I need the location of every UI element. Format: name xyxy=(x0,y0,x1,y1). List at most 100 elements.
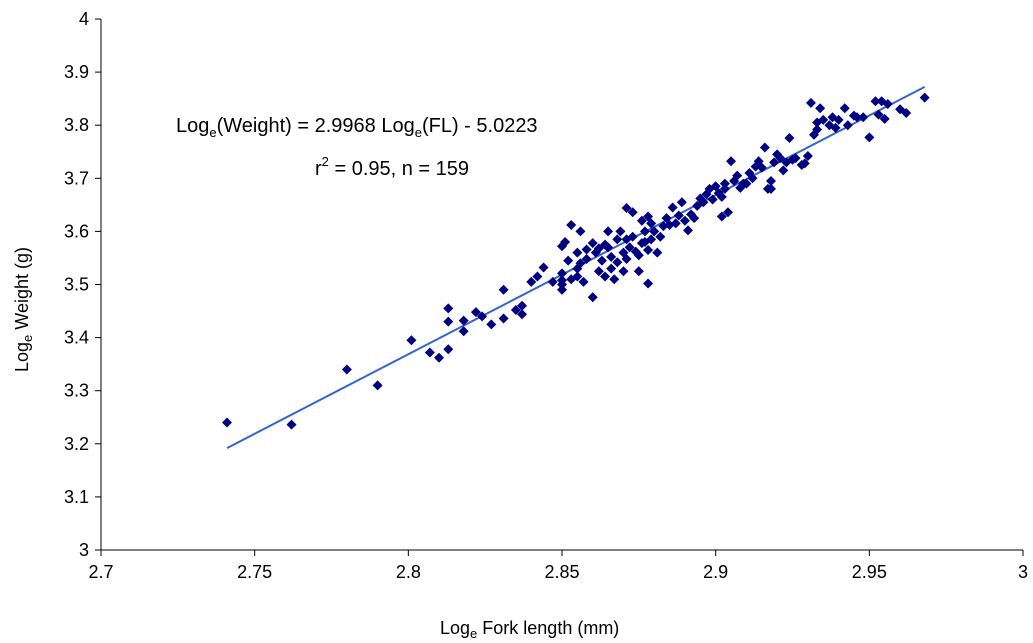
data-point xyxy=(557,268,567,279)
data-point xyxy=(658,221,669,232)
data-point xyxy=(517,309,528,320)
x-tick-label: 2.95 xyxy=(852,562,887,582)
y-tick-label: 3.7 xyxy=(64,168,89,188)
data-point xyxy=(606,251,617,262)
data-point xyxy=(498,313,509,324)
data-point xyxy=(627,231,638,242)
data-point xyxy=(799,158,810,169)
data-point xyxy=(790,153,801,164)
data-point xyxy=(639,226,650,237)
data-point xyxy=(716,211,727,222)
y-tick-label: 4 xyxy=(79,9,89,29)
data-point xyxy=(587,292,598,303)
data-point xyxy=(615,226,626,237)
data-point xyxy=(606,263,617,274)
axes xyxy=(95,18,1024,556)
data-point xyxy=(655,231,666,242)
data-point xyxy=(222,417,233,428)
r-squared-annotation: r2 = 0.95, n = 159 xyxy=(315,154,469,180)
data-point xyxy=(486,319,497,330)
data-point xyxy=(707,194,718,205)
y-tick-label: 3 xyxy=(79,540,89,560)
data-point xyxy=(756,162,767,173)
data-point xyxy=(812,124,823,135)
data-point xyxy=(815,103,826,114)
regression-equation: Loge(Weight) = 2.9968 Loge(FL) - 5.0223 xyxy=(176,115,538,140)
data-point xyxy=(600,271,611,282)
data-point xyxy=(593,266,604,277)
data-point xyxy=(769,157,780,168)
data-point xyxy=(864,132,875,143)
data-point xyxy=(286,419,297,430)
data-point xyxy=(802,150,813,161)
data-point xyxy=(830,122,841,133)
data-point xyxy=(618,266,629,277)
data-point xyxy=(612,234,623,245)
data-point xyxy=(805,97,816,108)
data-point xyxy=(341,364,352,375)
data-point xyxy=(578,276,589,287)
data-point xyxy=(572,247,583,258)
data-point xyxy=(759,142,770,153)
data-point xyxy=(458,326,469,337)
data-point xyxy=(424,347,435,358)
data-point xyxy=(372,380,383,391)
x-tick-label: 2.9 xyxy=(703,562,728,582)
y-tick-label: 3.3 xyxy=(64,381,89,401)
y-tick-label: 3.2 xyxy=(64,434,89,454)
data-point xyxy=(679,215,690,226)
data-point xyxy=(667,202,678,213)
data-point xyxy=(652,247,663,258)
data-point xyxy=(833,114,844,125)
data-point xyxy=(633,266,644,277)
data-point xyxy=(581,254,592,265)
x-tick-label: 2.8 xyxy=(396,562,421,582)
data-point xyxy=(434,352,445,363)
data-point xyxy=(852,112,863,123)
data-point xyxy=(726,156,737,167)
data-point xyxy=(612,257,623,268)
data-point xyxy=(557,279,567,290)
x-tick-label: 3 xyxy=(1018,562,1028,582)
data-point xyxy=(603,226,614,237)
data-point xyxy=(643,244,654,255)
data-point xyxy=(443,303,454,314)
data-point xyxy=(621,203,632,214)
data-point xyxy=(557,284,567,295)
x-tick-label: 2.85 xyxy=(544,562,579,582)
data-point xyxy=(716,191,727,202)
data-point xyxy=(673,210,684,221)
data-point xyxy=(443,316,454,327)
data-point xyxy=(643,278,654,289)
data-point xyxy=(587,238,598,249)
x-tick-label: 2.75 xyxy=(237,562,272,582)
data-point xyxy=(575,258,586,269)
x-tick-label: 2.7 xyxy=(88,562,113,582)
data-point xyxy=(689,213,700,224)
data-point xyxy=(882,98,893,109)
data-point xyxy=(646,234,657,245)
data-point xyxy=(741,178,752,189)
data-point xyxy=(477,311,488,322)
data-point xyxy=(765,183,776,194)
data-point xyxy=(458,315,469,326)
data-point xyxy=(842,120,853,131)
data-point xyxy=(870,96,881,107)
data-point xyxy=(879,113,890,124)
data-point xyxy=(510,304,521,315)
data-point xyxy=(517,300,528,311)
data-point xyxy=(547,276,558,287)
data-point xyxy=(646,218,657,229)
data-point xyxy=(566,220,577,231)
data-point xyxy=(575,226,586,237)
data-point xyxy=(722,207,733,218)
y-tick-label: 3.6 xyxy=(64,221,89,241)
data-point xyxy=(406,335,417,346)
data-point xyxy=(596,255,607,266)
data-point xyxy=(470,307,481,318)
data-point xyxy=(538,262,549,273)
data-point xyxy=(563,255,574,266)
data-point xyxy=(784,132,795,143)
data-point xyxy=(627,207,638,218)
